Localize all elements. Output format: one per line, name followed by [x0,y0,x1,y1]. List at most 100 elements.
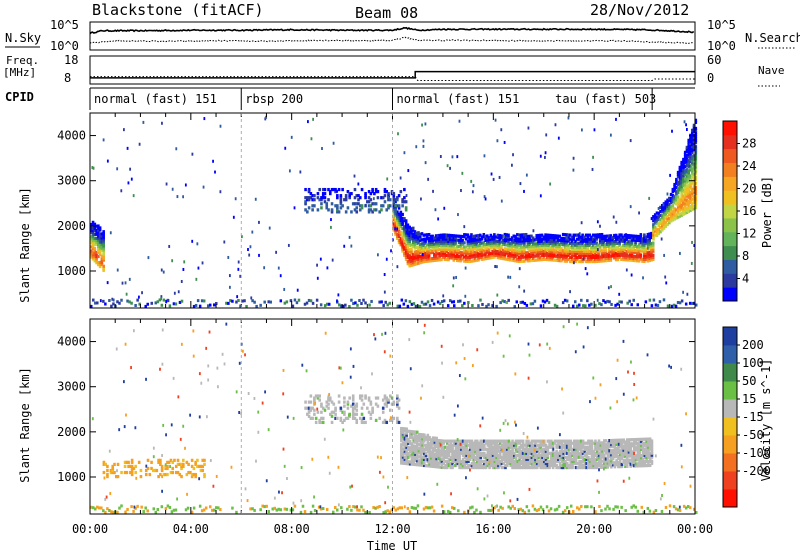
colorbar-cell [723,231,737,247]
range-cell [558,457,562,462]
range-cell [295,301,299,305]
range-cell [567,243,570,247]
cpid-segment-label-2: normal (fast) 151 [397,92,520,106]
range-cell [426,460,430,464]
range-cell [468,245,471,249]
range-cell [493,465,497,470]
range-cell [531,238,535,242]
range-cell [428,456,431,460]
range-cell [586,237,590,241]
range-cell [554,258,558,262]
range-cell [538,252,542,256]
range-cell [406,229,410,233]
range-cell [480,251,484,255]
range-cell [441,255,445,259]
range-cell [501,250,505,255]
range-cell [690,191,694,195]
range-cell [624,442,627,446]
range-cell [597,447,601,451]
range-cell [547,256,551,260]
range-cell [523,237,526,241]
range-cell [174,302,178,306]
range-cell [484,447,488,451]
range-cell [541,459,544,464]
range-cell [436,244,440,248]
range-cell [512,258,516,263]
range-cell [406,249,410,254]
range-cell [600,237,604,241]
range-cell [638,458,641,462]
range-cell [519,239,523,243]
range-cell [517,249,521,253]
range-cell [501,254,505,259]
range-cell [648,236,651,240]
noise-cell [102,138,105,142]
range-cell [516,465,520,470]
range-cell [585,441,588,445]
range-cell [592,463,596,468]
range-cell [482,439,486,443]
range-cell [598,239,602,243]
range-cell [553,457,557,462]
range-cell [497,443,500,447]
range-cell [554,240,558,244]
range-cell [629,458,633,462]
range-cell [392,218,396,222]
range-cell [90,304,93,308]
range-cell [664,208,668,212]
range-cell [556,246,560,250]
range-cell [507,243,510,247]
range-cell [451,439,454,443]
range-cell [557,504,561,508]
range-cell [535,465,539,470]
range-cell [692,156,696,160]
range-cell [508,241,512,246]
range-cell [505,449,509,453]
range-cell [657,227,661,232]
range-cell [100,232,104,236]
range-cell [428,454,431,458]
range-cell [541,461,544,466]
range-cell [330,208,334,212]
range-cell [615,463,618,467]
range-cell [457,299,460,303]
range-cell [406,225,410,229]
range-cell [630,258,634,262]
range-cell [414,454,417,459]
range-cell [687,191,691,195]
range-cell [546,253,549,258]
range-cell [690,161,694,165]
noise-cell [432,189,434,193]
range-cell [410,432,414,436]
noise-cell [182,267,185,271]
range-cell [463,249,466,253]
range-cell [456,445,460,449]
range-cell [493,241,496,245]
range-cell [542,465,546,470]
range-cell [521,237,524,241]
range-cell [537,461,541,466]
range-cell [344,198,348,202]
cpid-segment-label-3: tau (fast) 503 [555,92,656,106]
range-cell [376,505,379,509]
range-cell [447,235,450,239]
noise-cell [237,267,240,271]
range-cell [542,459,546,464]
range-cell [535,447,539,451]
range-cell [590,237,593,241]
range-cell [426,464,430,468]
range-cell [604,300,607,304]
range-cell [692,164,696,168]
range-cell [509,449,513,453]
noise-cell [630,273,633,277]
range-cell [426,433,430,437]
range-cell [523,459,527,464]
range-cell [426,506,430,510]
range-cell [421,441,424,445]
noise-cell [403,151,406,155]
range-cell [449,445,453,449]
noise-cell [147,256,150,260]
range-cell [572,441,576,445]
range-cell [607,242,611,246]
range-cell [511,504,514,508]
